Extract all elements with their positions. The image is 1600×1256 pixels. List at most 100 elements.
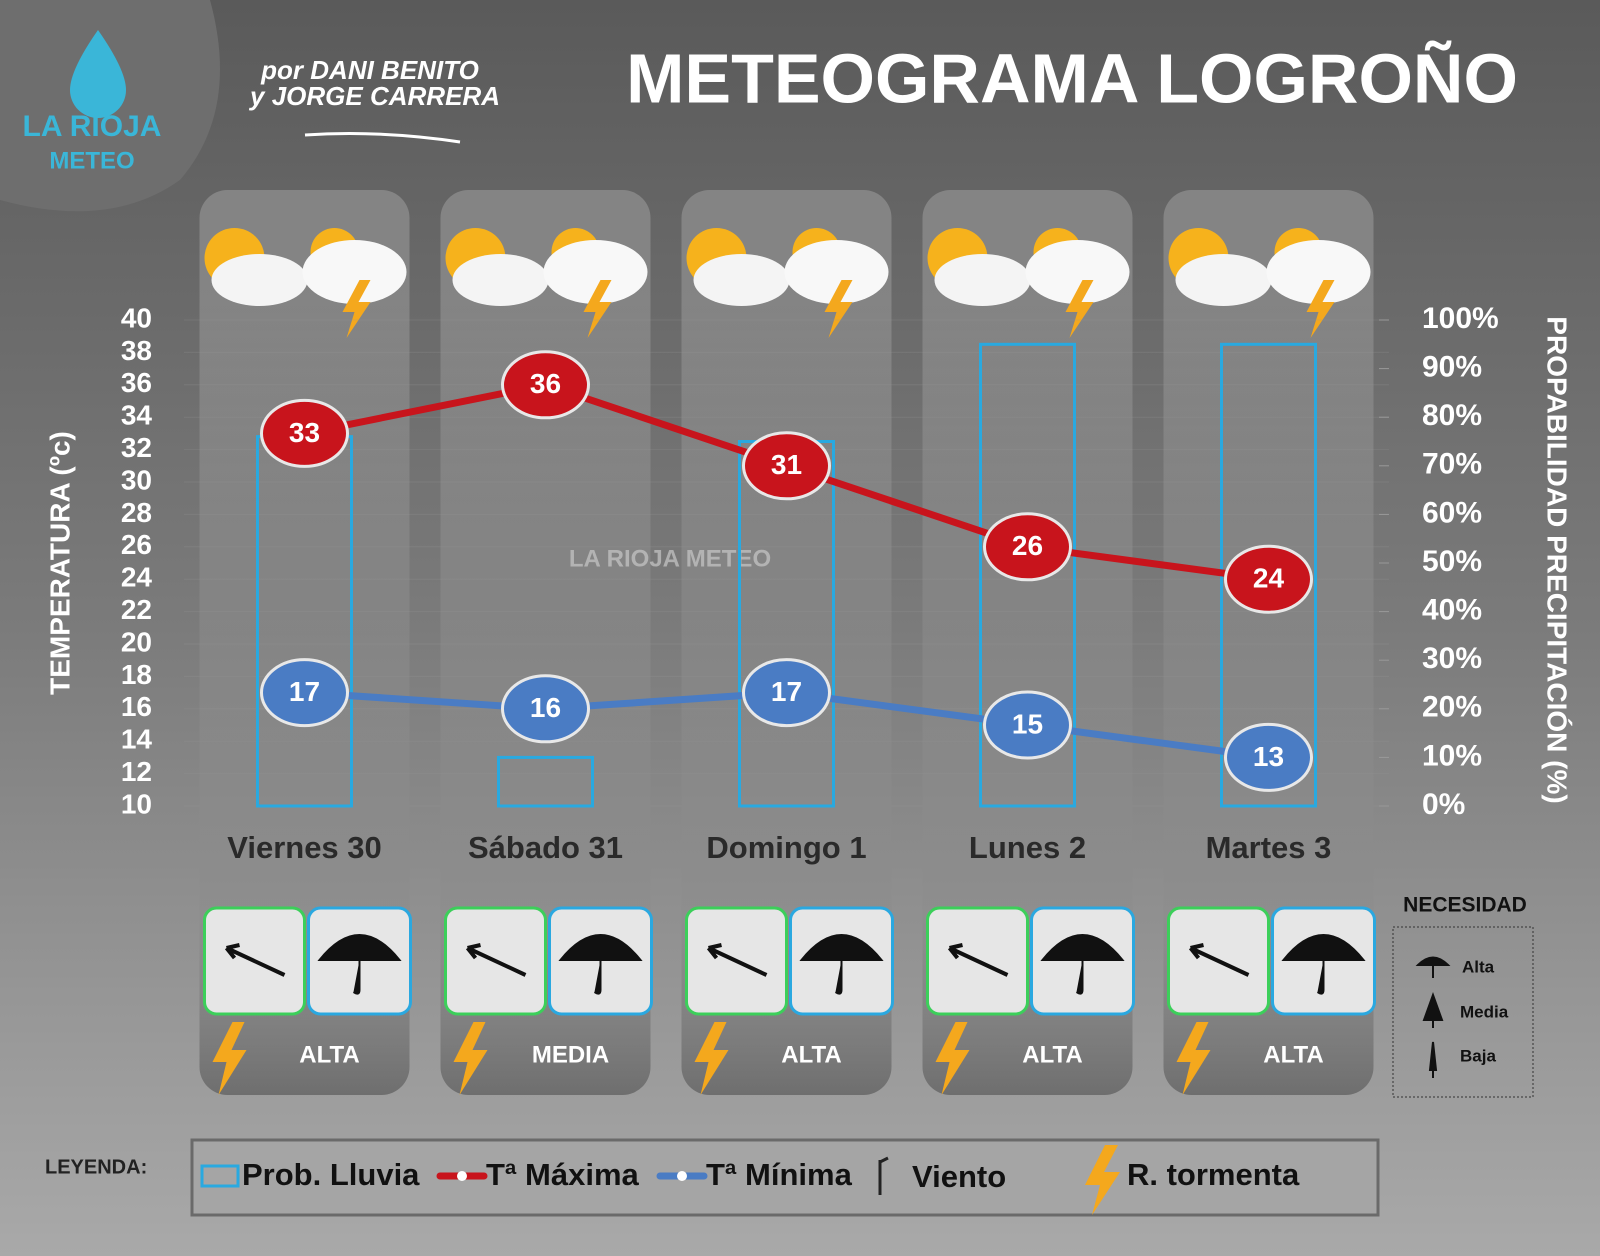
wind-icon [1188,943,1250,977]
storm-risk: ALTA [781,1041,841,1068]
logo-sub: METEO [49,147,134,174]
y-tick-label: 30 [121,464,152,495]
temp-point [1224,544,1313,614]
data-label: 16 [530,692,561,723]
y-tick-label: 14 [121,724,153,755]
legend-label: Tª Máxima [486,1157,640,1192]
storm-icon [583,280,612,338]
cloud-icon [1266,240,1371,304]
x-tick-label: Lunes 2 [969,830,1086,865]
day-panel [1163,190,1374,1095]
umbrella-open [1415,956,1451,978]
y2-tick-label: 80% [1422,399,1482,432]
y-tick-label: 28 [121,497,152,528]
x-tick-label: Domingo 1 [706,830,866,865]
y-tick-label: 20 [121,626,152,657]
legend-label: Tª Mínima [706,1157,853,1192]
x-tick-label: Sábado 31 [468,830,623,865]
y-tick-label: 40 [121,302,152,333]
temp-point [1224,722,1313,792]
watermark: LA RIOJA METEO [569,545,771,572]
wind-icon [706,943,768,977]
temp-point [260,658,349,728]
umbrella-closed [1428,1041,1438,1078]
cloud-icon [211,254,308,306]
y-axis-label: TEMPERATURA (ºc) [44,431,75,695]
legend-title: LEYENDA: [45,1156,147,1178]
legend-wind-icon [878,1156,889,1195]
storm-icon [453,1022,488,1095]
y-tick-label: 34 [121,400,153,431]
data-label: 31 [771,449,802,480]
y-tick-label: 10 [121,788,152,819]
legend-label: Prob. Lluvia [242,1157,420,1192]
data-label: 26 [1012,530,1043,561]
need-level: Alta [1462,957,1495,976]
x-tick-label: Martes 3 [1206,830,1332,865]
storm-icon [824,280,853,338]
day-panel [440,190,651,1095]
signature [304,132,461,144]
day-panel [922,190,1133,1095]
y-tick-label: 18 [121,659,152,690]
need-level: Media [1460,1002,1509,1021]
storm-risk: ALTA [1022,1041,1082,1068]
umbrella-icon [317,934,402,995]
umbrella-icon [1040,934,1125,995]
y2-tick-label: 20% [1422,691,1482,724]
cloud-icon [693,254,790,306]
y2-tick-label: 90% [1422,351,1482,384]
temp-point [742,658,831,728]
legend-swatch [457,1171,467,1181]
chart-title: METEOGRAMA LOGROÑO [626,39,1518,117]
storm-icon [694,1022,729,1095]
y2-tick-label: 60% [1422,496,1482,529]
data-label: 17 [771,676,802,707]
need-title: NECESIDAD [1403,894,1527,917]
storm-icon [1065,280,1094,338]
temp-point [983,512,1072,582]
storm-icon [1176,1022,1211,1095]
legend-label: Viento [912,1159,1006,1194]
cloud-icon [784,240,889,304]
wind-icon [465,943,527,977]
y-tick-label: 32 [121,432,152,463]
y-tick-label: 22 [121,594,152,625]
storm-risk: ALTA [1263,1041,1323,1068]
legend-swatch [677,1171,687,1181]
cloud-icon [302,240,407,304]
y-tick-label: 12 [121,756,152,787]
y2-tick-label: 40% [1422,594,1482,627]
temp-point [983,690,1072,760]
y2-tick-label: 100% [1422,302,1499,335]
storm-icon [1306,280,1335,338]
temp-point [742,431,831,501]
need-box [1392,926,1534,1098]
y-tick-label: 36 [121,367,152,398]
cloud-icon [1025,240,1130,304]
cloud-icon [452,254,549,306]
day-panel [681,190,892,1095]
umbrella-icon [1281,934,1366,995]
wind-icon [224,943,286,977]
day-panel [199,190,410,1095]
logo-drop [70,30,126,118]
temp-point [501,674,590,744]
storm-icon [212,1022,247,1095]
temp-point [501,350,590,420]
data-label: 36 [530,368,561,399]
umbrella-icon [799,934,884,995]
y-tick-label: 38 [121,335,152,366]
byline: por DANI BENITO [260,55,479,85]
y-tick-label: 16 [121,691,152,722]
y2-tick-label: 50% [1422,545,1482,578]
y2-tick-label: 10% [1422,739,1482,772]
need-level: Baja [1460,1046,1496,1065]
x-tick-label: Viernes 30 [227,830,382,865]
cloud-icon [1175,254,1272,306]
legend-storm-icon [1085,1145,1120,1215]
y-tick-label: 24 [121,562,153,593]
storm-risk: ALTA [299,1041,359,1068]
